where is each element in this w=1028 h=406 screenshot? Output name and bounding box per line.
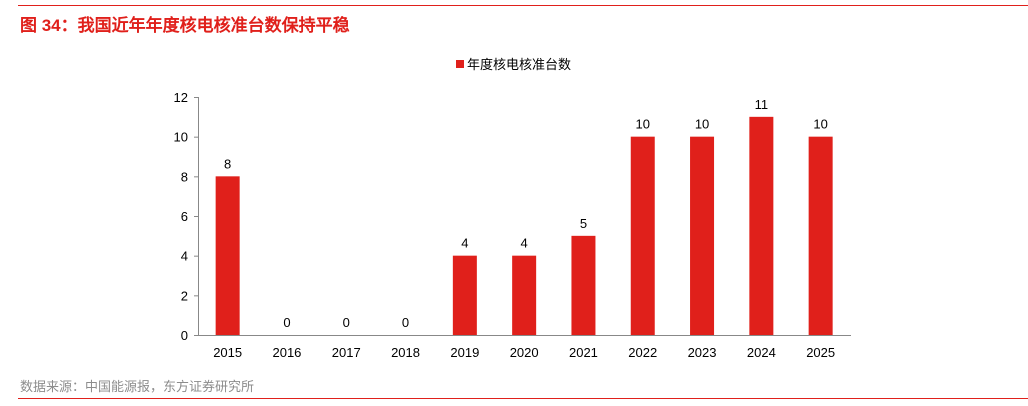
bar-2024 bbox=[749, 116, 774, 335]
y-tick-label: 0 bbox=[181, 328, 188, 343]
bottom-rule bbox=[18, 398, 1028, 399]
data-label-2015: 8 bbox=[224, 156, 231, 171]
bar-2019 bbox=[452, 255, 477, 335]
y-tick-label: 12 bbox=[174, 90, 188, 105]
y-tick-label: 6 bbox=[181, 209, 188, 224]
bar-2021 bbox=[571, 235, 596, 335]
data-label-2022: 10 bbox=[636, 117, 650, 132]
y-tick-label: 4 bbox=[181, 249, 188, 264]
x-tick-label: 2016 bbox=[272, 345, 301, 360]
bar-2020 bbox=[512, 255, 537, 335]
data-label-2020: 4 bbox=[521, 236, 528, 251]
x-tick-label: 2021 bbox=[569, 345, 598, 360]
source-note: 数据来源：中国能源报，东方证券研究所 bbox=[20, 379, 255, 394]
y-tick-label: 2 bbox=[181, 288, 188, 303]
data-label-2023: 10 bbox=[695, 117, 709, 132]
x-tick-label: 2025 bbox=[806, 345, 835, 360]
legend-swatch bbox=[456, 60, 464, 68]
legend: 年度核电核准台数 bbox=[456, 57, 571, 72]
data-label-2019: 4 bbox=[461, 236, 468, 251]
bar-2023 bbox=[690, 136, 715, 335]
x-tick-label: 2017 bbox=[332, 345, 361, 360]
x-tick-label: 2023 bbox=[688, 345, 717, 360]
bar-2025 bbox=[808, 136, 833, 335]
x-tick-label: 2022 bbox=[628, 345, 657, 360]
y-tick-label: 8 bbox=[181, 169, 188, 184]
data-label-2016: 0 bbox=[283, 315, 290, 330]
x-tick-label: 2018 bbox=[391, 345, 420, 360]
legend-label: 年度核电核准台数 bbox=[467, 57, 571, 72]
data-label-2021: 5 bbox=[580, 216, 587, 231]
x-tick-label: 2015 bbox=[213, 345, 242, 360]
x-tick-label: 2020 bbox=[510, 345, 539, 360]
data-label-2025: 10 bbox=[813, 117, 827, 132]
bar-2022 bbox=[630, 136, 655, 335]
x-tick-label: 2019 bbox=[450, 345, 479, 360]
bar-2015 bbox=[215, 176, 240, 335]
x-tick-label: 2024 bbox=[747, 345, 776, 360]
y-tick-label: 10 bbox=[174, 130, 188, 145]
top-rule bbox=[18, 5, 1028, 6]
data-label-2018: 0 bbox=[402, 315, 409, 330]
data-label-2017: 0 bbox=[343, 315, 350, 330]
data-label-2024: 11 bbox=[755, 97, 769, 112]
figure-title: 图 34：我国近年年度核电核准台数保持平稳 bbox=[20, 16, 350, 35]
